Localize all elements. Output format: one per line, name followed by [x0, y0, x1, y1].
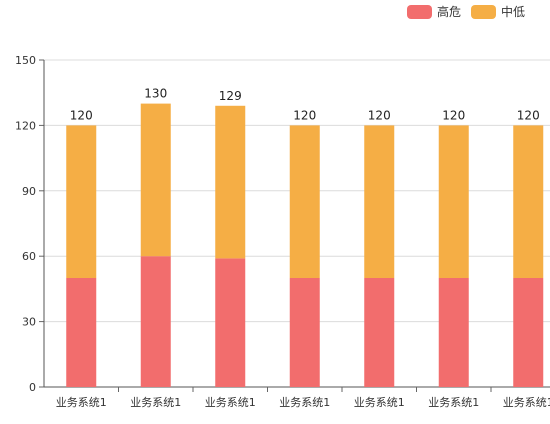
y-tick-label: 120 — [15, 119, 36, 132]
y-tick-label: 90 — [22, 185, 36, 198]
bar-segment — [289, 278, 320, 387]
bar-segment — [513, 278, 544, 387]
legend-label: 高危 — [437, 4, 461, 19]
y-tick-label: 60 — [22, 250, 36, 263]
x-tick-label: 业务系统1 — [503, 396, 550, 409]
bar-segment — [215, 105, 246, 259]
x-tick-label: 业务系统1 — [205, 396, 256, 409]
bar-segment — [140, 256, 171, 387]
data-label-total: 120 — [368, 108, 391, 122]
data-label-total: 120 — [442, 108, 465, 122]
x-tick-label: 业务系统1 — [279, 396, 330, 409]
x-tick-label: 业务系统1 — [428, 396, 479, 409]
data-label-total: 120 — [70, 108, 93, 122]
bar-segment — [438, 278, 469, 387]
data-label-total: 120 — [517, 108, 540, 122]
x-tick-label: 业务系统1 — [130, 396, 181, 409]
data-label-total: 129 — [219, 89, 242, 103]
legend-swatch — [471, 5, 496, 19]
y-tick-label: 150 — [15, 54, 36, 67]
bar-segment — [140, 103, 171, 257]
x-tick-label: 业务系统1 — [354, 396, 405, 409]
bar-segment — [66, 278, 97, 387]
legend-swatch — [407, 5, 432, 19]
legend-label: 中低 — [501, 4, 525, 19]
bar-segment — [364, 125, 395, 279]
x-tick-label: 业务系统1 — [56, 396, 107, 409]
bar-segment — [513, 125, 544, 279]
y-tick-label: 0 — [29, 381, 36, 394]
bar-segment — [438, 125, 469, 279]
data-label-total: 120 — [293, 108, 316, 122]
data-label-total: 130 — [144, 87, 167, 101]
bar-segment — [66, 125, 97, 279]
bar-segment — [215, 258, 246, 387]
y-tick-label: 30 — [22, 316, 36, 329]
bar-segment — [364, 278, 395, 387]
bar-segment — [289, 125, 320, 279]
